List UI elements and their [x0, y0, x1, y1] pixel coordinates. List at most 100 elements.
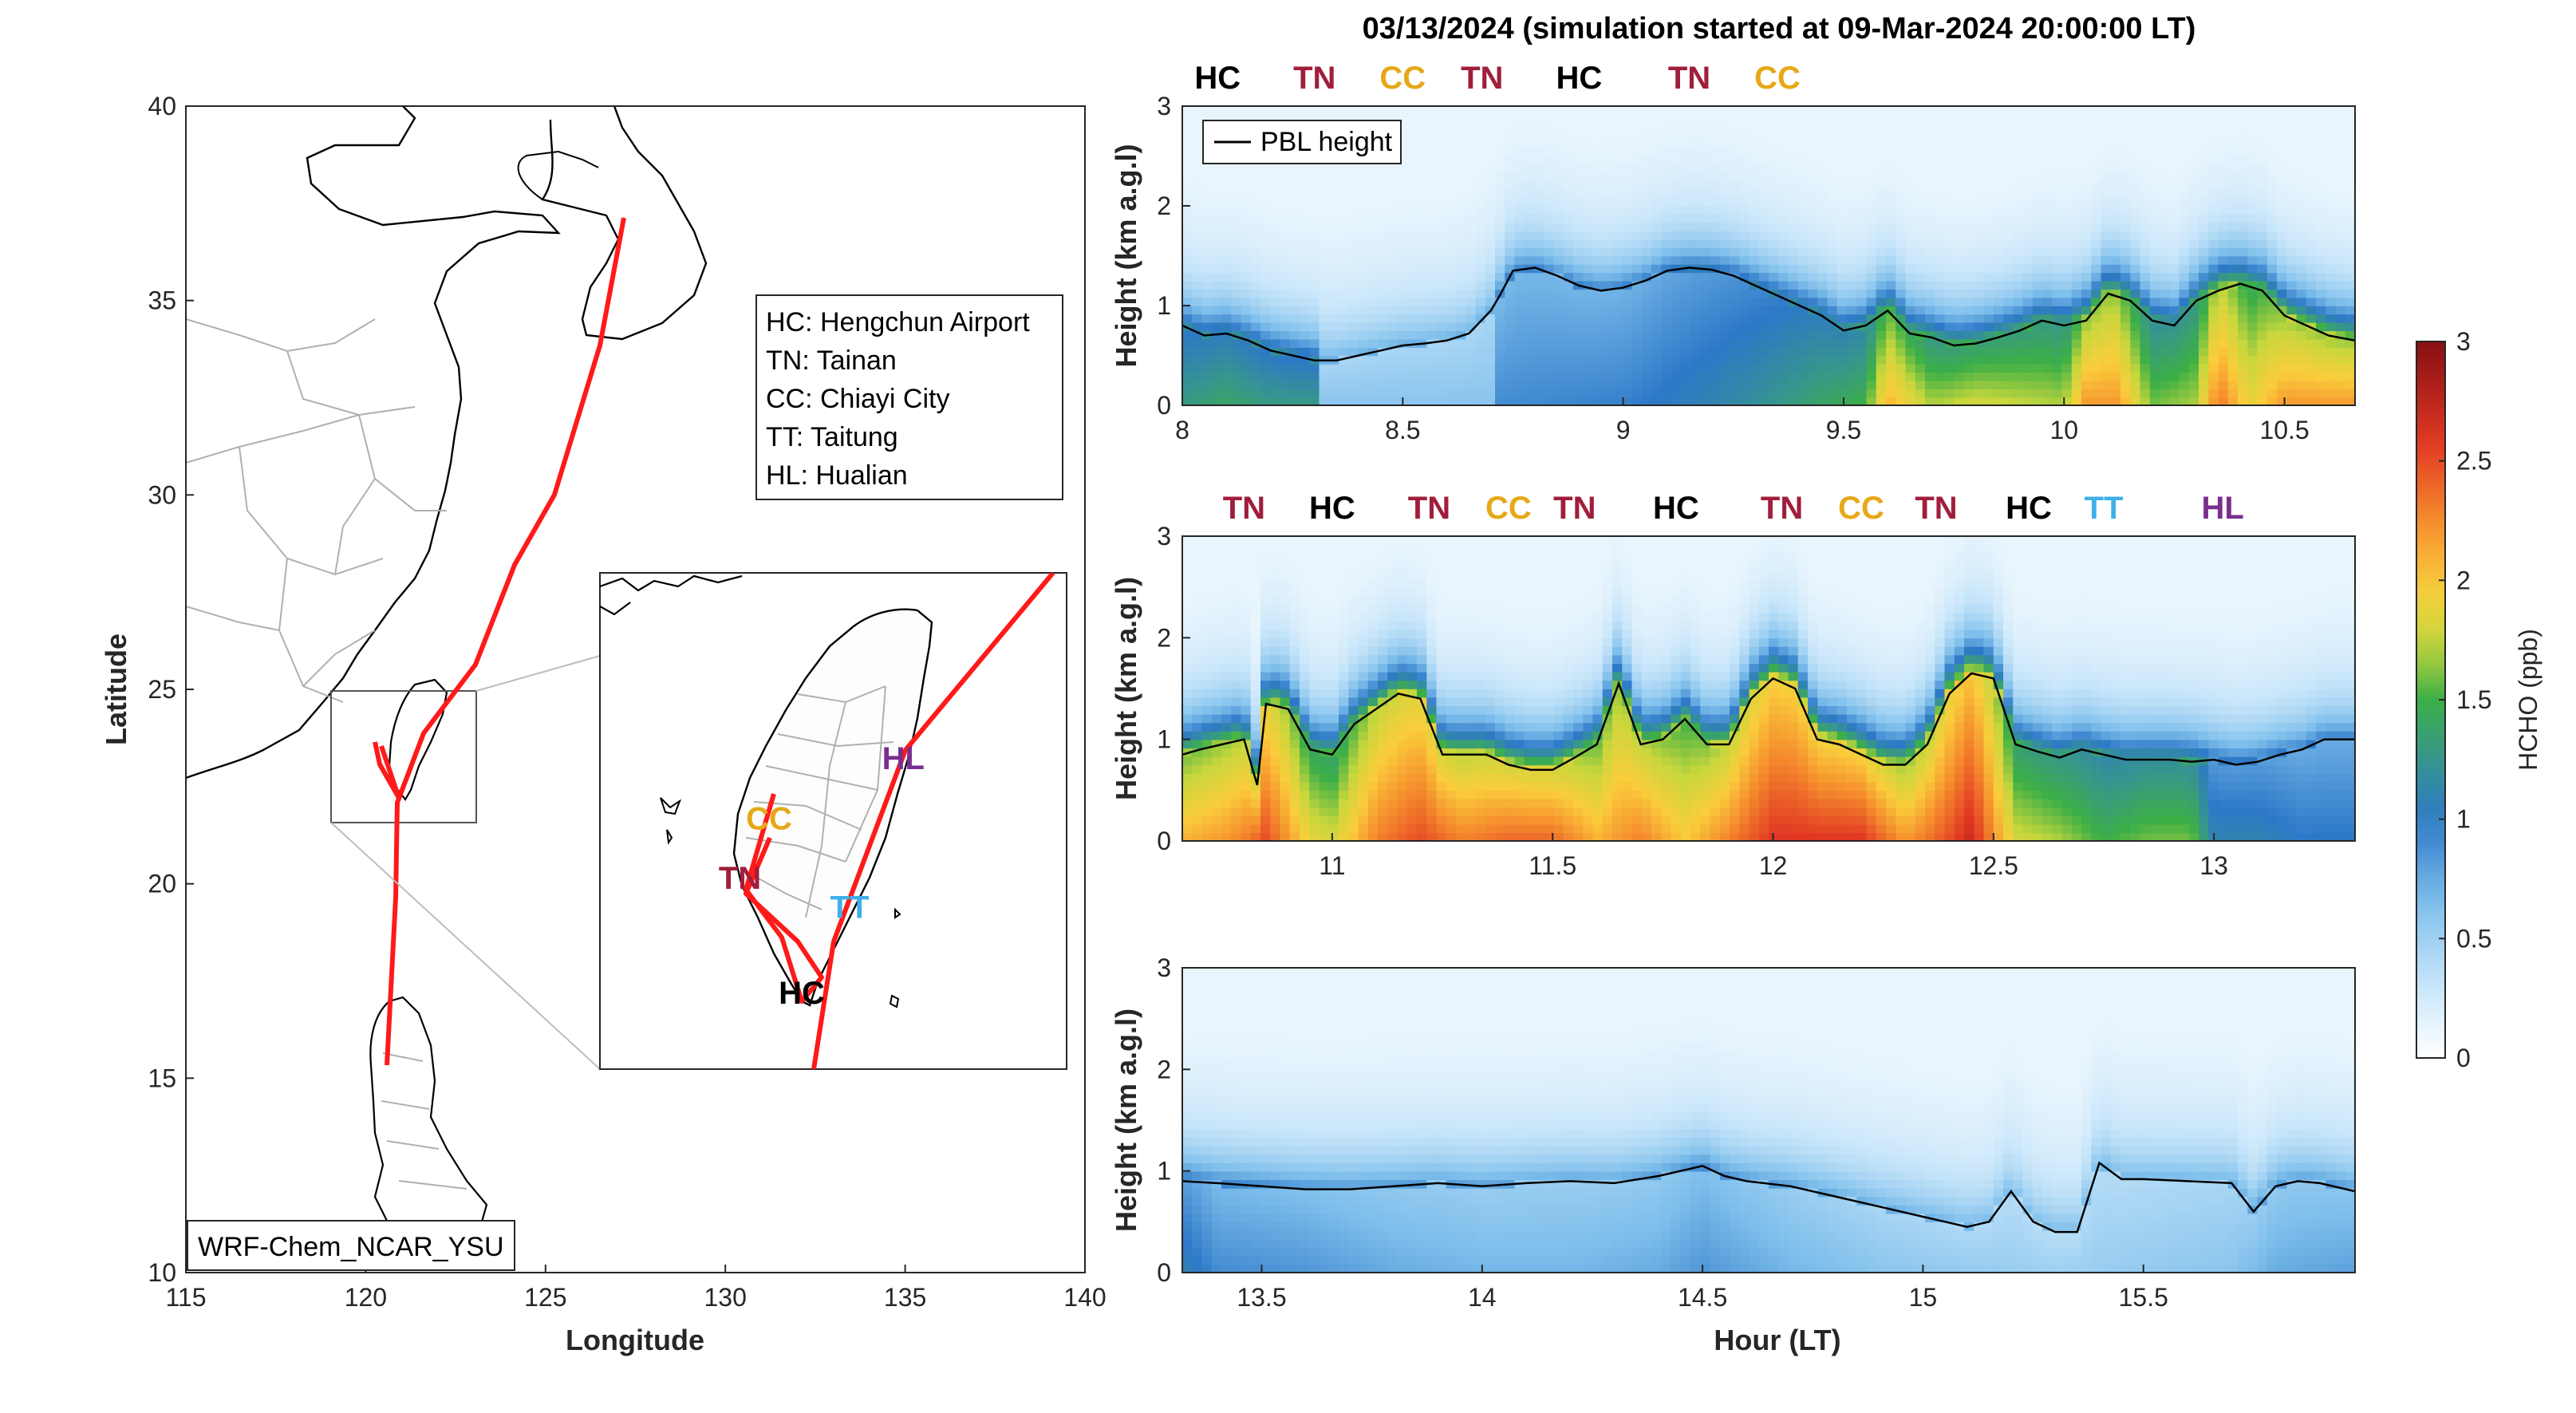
heatmap-cell — [1602, 338, 1613, 348]
heatmap-cell — [2286, 280, 2298, 290]
heatmap-cell — [1221, 773, 1233, 783]
heatmap-cell — [1358, 106, 1369, 116]
heatmap-cell — [1221, 603, 1233, 614]
heatmap-cell — [1514, 372, 1525, 381]
heatmap-cell — [1836, 156, 1848, 165]
heatmap-cell — [1221, 798, 1233, 808]
heatmap-cell — [1192, 697, 1203, 706]
heatmap-cell — [1406, 314, 1418, 323]
heatmap-cell — [1182, 131, 1193, 140]
heatmap-cell — [1280, 355, 1291, 365]
heatmap-cell — [1700, 131, 1711, 140]
heatmap-cell — [1739, 222, 1750, 231]
heatmap-cell — [1309, 713, 1320, 724]
heatmap-cell — [1182, 595, 1193, 605]
x-tick-label: 10 — [2049, 416, 2078, 444]
heatmap-cell — [1387, 322, 1398, 331]
heatmap-cell — [2101, 231, 2112, 240]
heatmap-cell — [1319, 114, 1330, 124]
heatmap-cell — [1817, 180, 1828, 190]
heatmap-cell — [1583, 206, 1594, 215]
heatmap-cell — [1426, 106, 1438, 116]
heatmap-cell — [1788, 255, 1799, 265]
heatmap-cell — [1436, 231, 1447, 240]
heatmap-cell — [2306, 106, 2317, 116]
heatmap-cell — [1387, 297, 1398, 306]
heatmap-cell — [1319, 773, 1330, 783]
heatmap-cell — [1192, 389, 1203, 398]
heatmap-cell — [1836, 114, 1848, 124]
heatmap-cell — [2160, 239, 2171, 248]
heatmap-cell — [1964, 314, 1975, 323]
heatmap-cell — [1690, 272, 1702, 282]
heatmap-cell — [1221, 164, 1233, 174]
heatmap-cell — [2208, 172, 2219, 182]
heatmap-cell — [1836, 231, 1848, 240]
heatmap-cell — [1367, 222, 1379, 231]
heatmap-cell — [2326, 156, 2337, 165]
heatmap-cell — [1925, 389, 1936, 398]
heatmap-cell — [2022, 156, 2034, 165]
heatmap-cell — [1847, 322, 1858, 331]
heatmap-cell — [1612, 180, 1623, 190]
heatmap-cell — [2199, 338, 2210, 348]
heatmap-cell — [2316, 280, 2327, 290]
heatmap-cell — [2218, 330, 2229, 340]
heatmap-cell — [1192, 189, 1203, 199]
heatmap-cell — [1211, 297, 1222, 306]
heatmap-cell — [1730, 172, 1741, 182]
heatmap-cell — [1954, 197, 1965, 207]
heatmap-cell — [1250, 781, 1261, 791]
heatmap-cell — [1280, 781, 1291, 791]
heatmap-cell — [1250, 180, 1261, 190]
heatmap-cell — [2266, 222, 2278, 231]
heatmap-cell — [1592, 148, 1604, 157]
heatmap-cell — [2022, 297, 2034, 306]
heatmap-cell — [1300, 748, 1311, 757]
heatmap-cell — [2218, 131, 2229, 140]
heatmap-cell — [1769, 206, 1780, 215]
heatmap-cell — [1211, 671, 1222, 681]
heatmap-cell — [1524, 189, 1535, 199]
heatmap-cell — [2071, 338, 2082, 348]
heatmap-cell — [1466, 272, 1477, 282]
heatmap-cell — [1300, 595, 1311, 605]
heatmap-cell — [2091, 172, 2102, 182]
heatmap-cell — [1300, 663, 1311, 673]
heatmap-cell — [1836, 239, 1848, 248]
heatmap-cell — [1348, 255, 1359, 265]
map-x-tick-label: 135 — [884, 1283, 926, 1312]
heatmap-cell — [1847, 330, 1858, 340]
heatmap-cell — [1671, 322, 1682, 331]
heatmap-cell — [1573, 255, 1584, 265]
heatmap-cell — [1280, 106, 1291, 116]
heatmap-cell — [2160, 272, 2171, 282]
heatmap-cell — [1661, 239, 1672, 248]
heatmap-cell — [1827, 397, 1838, 405]
heatmap-cell — [2101, 222, 2112, 231]
heatmap-cell — [2071, 122, 2082, 132]
heatmap-cell — [2296, 189, 2307, 199]
heatmap-cell — [2257, 114, 2268, 124]
heatmap-cell — [1631, 314, 1643, 323]
heatmap-cell — [1778, 231, 1789, 240]
heatmap-cell — [2149, 148, 2160, 157]
heatmap-cell — [1436, 380, 1447, 389]
heatmap-cell — [2345, 372, 2355, 381]
heatmap-cell — [1211, 363, 1222, 373]
heatmap-cell — [1602, 206, 1613, 215]
heatmap-cell — [1592, 206, 1604, 215]
heatmap-cell — [1260, 172, 1272, 182]
heatmap-cell — [1983, 206, 1994, 215]
heatmap-cell — [1905, 263, 1916, 274]
heatmap-cell — [2227, 189, 2239, 199]
heatmap-cell — [2032, 380, 2043, 389]
heatmap-cell — [2149, 363, 2160, 373]
heatmap-cell — [2160, 314, 2171, 323]
heatmap-cell — [1514, 106, 1525, 116]
heatmap-cell — [1231, 815, 1242, 825]
heatmap-cell — [1719, 347, 1730, 357]
heatmap-cell — [1808, 189, 1819, 199]
heatmap-cell — [1808, 330, 1819, 340]
heatmap-cell — [1289, 705, 1300, 715]
